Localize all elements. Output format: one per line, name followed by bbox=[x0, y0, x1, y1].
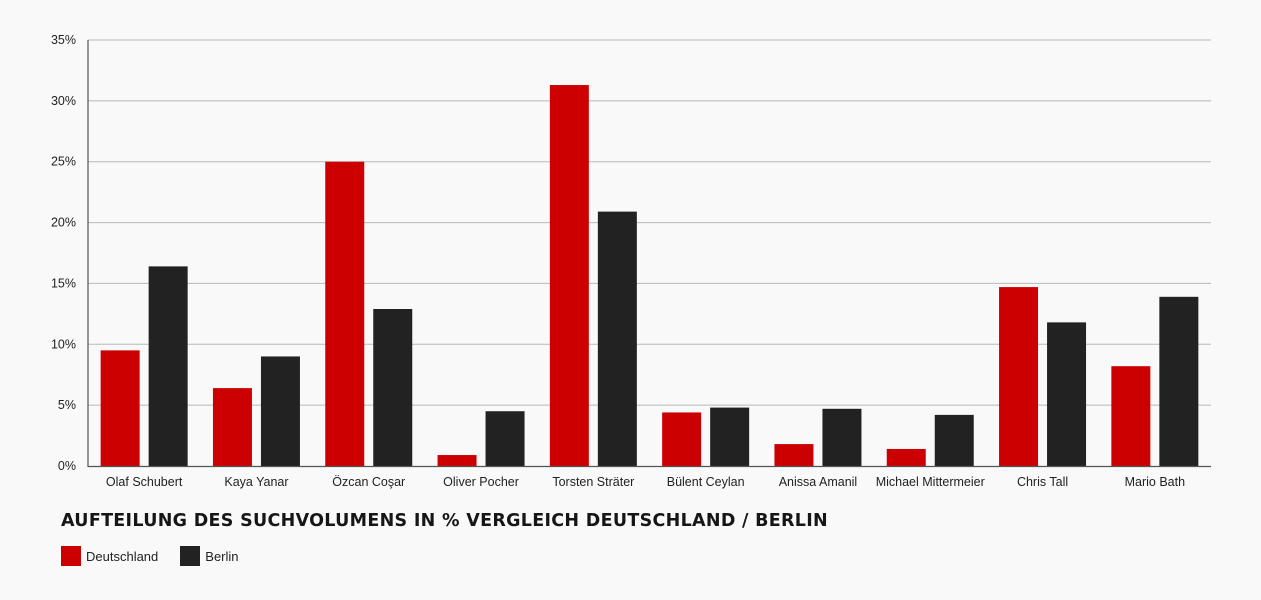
axes bbox=[87, 40, 1211, 468]
legend-item-berlin: Berlin bbox=[180, 546, 239, 566]
x-tick-label: Bülent Ceylan bbox=[667, 475, 745, 489]
x-tick-label: Michael Mittermeier bbox=[876, 475, 985, 489]
y-axis-ticks: 0% 5% 10% 15% 20% 25% 30% 35% bbox=[51, 33, 76, 473]
y-tick-label: 15% bbox=[51, 276, 76, 290]
bar-deutschland bbox=[100, 350, 140, 466]
x-axis-ticks: Olaf Schubert Kaya Yanar Özcan Coşar Oliver… bbox=[106, 475, 1185, 489]
bar-berlin bbox=[485, 411, 525, 466]
x-tick-label: Kaya Yanar bbox=[224, 475, 288, 489]
bar-deutschland bbox=[662, 412, 702, 466]
bar-berlin bbox=[1159, 296, 1199, 466]
legend-label-berlin: Berlin bbox=[205, 548, 239, 564]
bar-berlin bbox=[934, 414, 974, 466]
bar-deutschland bbox=[886, 448, 926, 466]
x-tick-label: Olaf Schubert bbox=[106, 475, 183, 489]
legend-item-deutschland: Deutschland bbox=[61, 546, 158, 566]
legend: Deutschland Berlin bbox=[61, 546, 261, 566]
bar-deutschland bbox=[212, 388, 252, 466]
x-tick-label: Anissa Amanil bbox=[779, 475, 858, 489]
bar-deutschland bbox=[437, 455, 477, 466]
bar-berlin bbox=[260, 356, 300, 466]
y-tick-label: 0% bbox=[58, 459, 76, 473]
x-tick-label: Torsten Sträter bbox=[552, 475, 634, 489]
bar-berlin bbox=[1047, 322, 1087, 466]
y-tick-label: 5% bbox=[58, 398, 76, 412]
bar-berlin bbox=[822, 408, 862, 466]
x-tick-label: Chris Tall bbox=[1017, 475, 1068, 489]
x-tick-label: Oliver Pocher bbox=[443, 475, 519, 489]
y-tick-label: 25% bbox=[51, 155, 76, 169]
legend-swatch-berlin bbox=[180, 546, 201, 566]
bar-berlin bbox=[597, 211, 637, 466]
bar-berlin bbox=[148, 266, 188, 466]
bar-deutschland bbox=[549, 85, 589, 466]
bar-deutschland bbox=[325, 161, 365, 466]
bars bbox=[100, 85, 1199, 466]
y-tick-label: 20% bbox=[51, 216, 76, 230]
x-tick-label: Özcan Coşar bbox=[332, 475, 405, 489]
y-tick-label: 30% bbox=[51, 94, 76, 108]
bar-deutschland bbox=[774, 444, 814, 466]
x-tick-label: Mario Bath bbox=[1125, 475, 1185, 489]
y-tick-label: 10% bbox=[51, 337, 76, 351]
bar-berlin bbox=[373, 308, 413, 466]
chart-title: AUFTEILUNG DES SUCHVOLUMENS IN % VERGLEI… bbox=[61, 511, 829, 531]
y-tick-label: 35% bbox=[51, 33, 76, 47]
bar-chart: 0% 5% 10% 15% 20% 25% 30% 35% Olaf Schubert Kaya… bbox=[51, 33, 1211, 489]
legend-swatch-deutschland bbox=[61, 546, 81, 566]
bar-deutschland bbox=[1111, 366, 1151, 466]
gridlines bbox=[88, 39, 1211, 406]
bar-deutschland bbox=[999, 287, 1039, 466]
bar-berlin bbox=[710, 407, 750, 466]
legend-label-deutschland: Deutschland bbox=[86, 548, 159, 564]
